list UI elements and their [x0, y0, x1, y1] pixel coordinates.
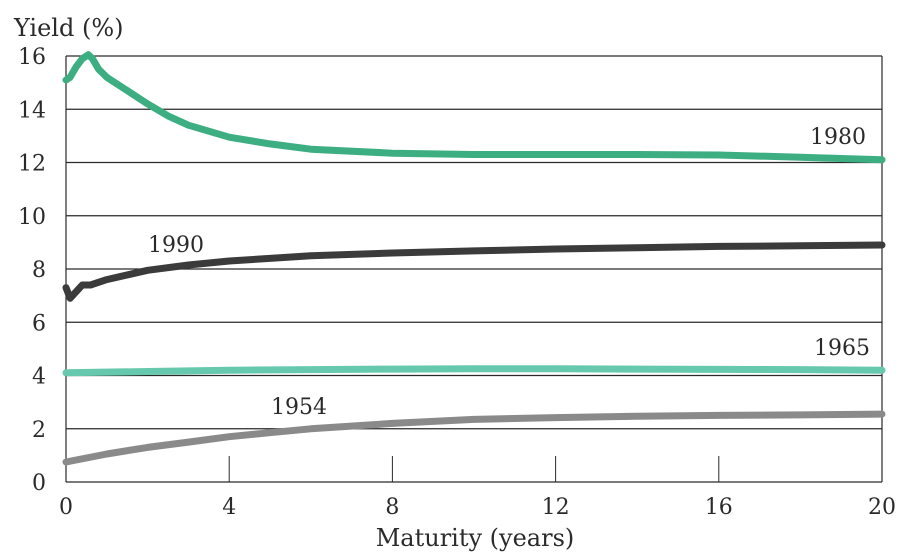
x-axis-title: Maturity (years) [376, 524, 575, 552]
y-tick-label-4: 4 [32, 365, 46, 390]
series-label-1965: 1965 [814, 336, 870, 361]
grid-lines [65, 55, 883, 483]
y-axis-title: Yield (%) [13, 14, 124, 42]
series-label-1980: 1980 [810, 125, 866, 150]
x-tick-label-12: 12 [542, 495, 570, 520]
series-label-1990: 1990 [148, 233, 204, 258]
y-tick-label-14: 14 [18, 98, 46, 123]
series-label-1954: 1954 [271, 395, 327, 420]
x-tick-labels: 0 4 8 12 16 20 [59, 495, 896, 520]
series-line-1954 [62, 410, 886, 466]
y-tick-label-0: 0 [32, 471, 46, 496]
series-line-1965 [62, 365, 886, 377]
x-tick-label-4: 4 [222, 495, 236, 520]
y-tick-labels: 0 2 4 6 8 10 12 14 16 [18, 45, 46, 496]
x-tick-label-16: 16 [705, 495, 733, 520]
y-tick-label-8: 8 [32, 258, 46, 283]
series-line-1990 [62, 241, 886, 302]
y-tick-label-16: 16 [18, 45, 46, 70]
x-tick-label-0: 0 [59, 495, 73, 520]
series-lines [62, 51, 886, 466]
x-tick-label-20: 20 [868, 495, 896, 520]
y-tick-label-6: 6 [32, 311, 46, 336]
series-line-1980 [62, 51, 886, 164]
y-tick-label-12: 12 [18, 152, 46, 177]
y-tick-label-10: 10 [18, 205, 46, 230]
y-tick-label-2: 2 [32, 418, 46, 443]
x-tick-label-8: 8 [385, 495, 399, 520]
